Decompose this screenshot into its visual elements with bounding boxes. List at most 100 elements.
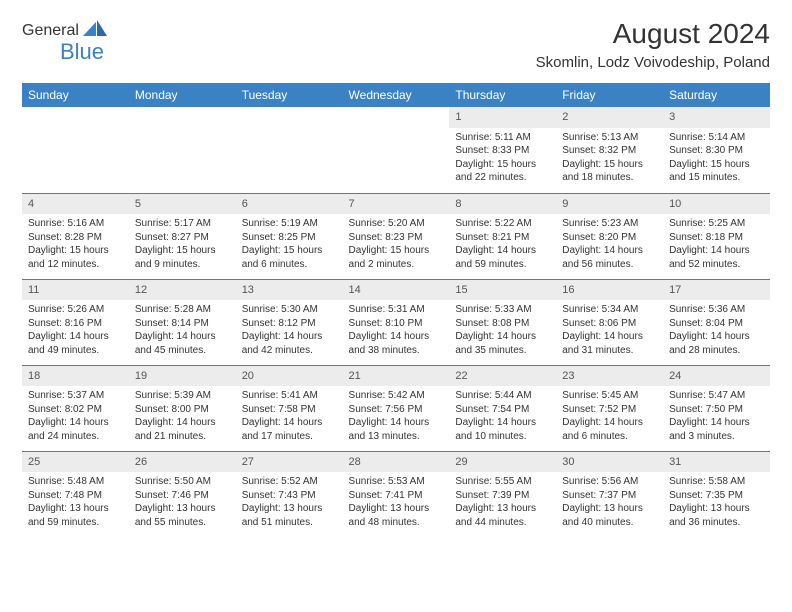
day-number: 5: [129, 194, 236, 215]
day-details: Sunrise: 5:58 AMSunset: 7:35 PMDaylight:…: [663, 472, 770, 535]
day-number: 31: [663, 452, 770, 473]
day-number: 7: [343, 194, 450, 215]
logo-text-general: General: [22, 22, 79, 40]
day-details: Sunrise: 5:45 AMSunset: 7:52 PMDaylight:…: [556, 386, 663, 449]
weekday-header: Tuesday: [236, 83, 343, 107]
calendar-day-cell: 30Sunrise: 5:56 AMSunset: 7:37 PMDayligh…: [556, 451, 663, 537]
calendar-day-cell: 11Sunrise: 5:26 AMSunset: 8:16 PMDayligh…: [22, 279, 129, 365]
calendar-day-cell: 21Sunrise: 5:42 AMSunset: 7:56 PMDayligh…: [343, 365, 450, 451]
day-details: Sunrise: 5:52 AMSunset: 7:43 PMDaylight:…: [236, 472, 343, 535]
calendar-day-cell: 18Sunrise: 5:37 AMSunset: 8:02 PMDayligh…: [22, 365, 129, 451]
day-details: Sunrise: 5:42 AMSunset: 7:56 PMDaylight:…: [343, 386, 450, 449]
calendar-day-cell: 15Sunrise: 5:33 AMSunset: 8:08 PMDayligh…: [449, 279, 556, 365]
day-number: 15: [449, 280, 556, 301]
calendar-day-cell: 23Sunrise: 5:45 AMSunset: 7:52 PMDayligh…: [556, 365, 663, 451]
calendar-day-cell: 25Sunrise: 5:48 AMSunset: 7:48 PMDayligh…: [22, 451, 129, 537]
calendar-day-cell: 6Sunrise: 5:19 AMSunset: 8:25 PMDaylight…: [236, 193, 343, 279]
calendar-day-cell: 4Sunrise: 5:16 AMSunset: 8:28 PMDaylight…: [22, 193, 129, 279]
day-number: 17: [663, 280, 770, 301]
day-details: Sunrise: 5:17 AMSunset: 8:27 PMDaylight:…: [129, 214, 236, 277]
day-details: Sunrise: 5:56 AMSunset: 7:37 PMDaylight:…: [556, 472, 663, 535]
day-number: 27: [236, 452, 343, 473]
day-number: 2: [556, 107, 663, 128]
day-details: Sunrise: 5:28 AMSunset: 8:14 PMDaylight:…: [129, 300, 236, 363]
title-block: August 2024 Skomlin, Lodz Voivodeship, P…: [536, 18, 770, 71]
calendar-day-cell: 5Sunrise: 5:17 AMSunset: 8:27 PMDaylight…: [129, 193, 236, 279]
calendar-day-cell: 1Sunrise: 5:11 AMSunset: 8:33 PMDaylight…: [449, 107, 556, 193]
day-details: Sunrise: 5:14 AMSunset: 8:30 PMDaylight:…: [663, 128, 770, 191]
day-details: Sunrise: 5:41 AMSunset: 7:58 PMDaylight:…: [236, 386, 343, 449]
day-details: Sunrise: 5:44 AMSunset: 7:54 PMDaylight:…: [449, 386, 556, 449]
day-details: Sunrise: 5:48 AMSunset: 7:48 PMDaylight:…: [22, 472, 129, 535]
day-details: Sunrise: 5:20 AMSunset: 8:23 PMDaylight:…: [343, 214, 450, 277]
calendar-day-cell: 29Sunrise: 5:55 AMSunset: 7:39 PMDayligh…: [449, 451, 556, 537]
day-details: Sunrise: 5:31 AMSunset: 8:10 PMDaylight:…: [343, 300, 450, 363]
day-number: 13: [236, 280, 343, 301]
day-number: 1: [449, 107, 556, 128]
calendar-week-row: ........1Sunrise: 5:11 AMSunset: 8:33 PM…: [22, 107, 770, 193]
day-number: 20: [236, 366, 343, 387]
calendar-week-row: 11Sunrise: 5:26 AMSunset: 8:16 PMDayligh…: [22, 279, 770, 365]
day-details: Sunrise: 5:26 AMSunset: 8:16 PMDaylight:…: [22, 300, 129, 363]
calendar-day-cell: 9Sunrise: 5:23 AMSunset: 8:20 PMDaylight…: [556, 193, 663, 279]
calendar-day-cell: 12Sunrise: 5:28 AMSunset: 8:14 PMDayligh…: [129, 279, 236, 365]
calendar-table: Sunday Monday Tuesday Wednesday Thursday…: [22, 83, 770, 537]
day-number: 10: [663, 194, 770, 215]
day-number: 29: [449, 452, 556, 473]
calendar-day-cell: ..: [129, 107, 236, 193]
day-number: 26: [129, 452, 236, 473]
calendar-day-cell: 16Sunrise: 5:34 AMSunset: 8:06 PMDayligh…: [556, 279, 663, 365]
day-number: 18: [22, 366, 129, 387]
calendar-day-cell: 3Sunrise: 5:14 AMSunset: 8:30 PMDaylight…: [663, 107, 770, 193]
day-number: 12: [129, 280, 236, 301]
calendar-day-cell: 14Sunrise: 5:31 AMSunset: 8:10 PMDayligh…: [343, 279, 450, 365]
calendar-day-cell: 24Sunrise: 5:47 AMSunset: 7:50 PMDayligh…: [663, 365, 770, 451]
calendar-day-cell: ..: [236, 107, 343, 193]
calendar-week-row: 4Sunrise: 5:16 AMSunset: 8:28 PMDaylight…: [22, 193, 770, 279]
day-number: 19: [129, 366, 236, 387]
weekday-header: Sunday: [22, 83, 129, 107]
day-details: Sunrise: 5:30 AMSunset: 8:12 PMDaylight:…: [236, 300, 343, 363]
day-details: Sunrise: 5:36 AMSunset: 8:04 PMDaylight:…: [663, 300, 770, 363]
weekday-header: Saturday: [663, 83, 770, 107]
day-details: Sunrise: 5:19 AMSunset: 8:25 PMDaylight:…: [236, 214, 343, 277]
day-details: Sunrise: 5:11 AMSunset: 8:33 PMDaylight:…: [449, 128, 556, 191]
day-details: Sunrise: 5:37 AMSunset: 8:02 PMDaylight:…: [22, 386, 129, 449]
day-details: Sunrise: 5:22 AMSunset: 8:21 PMDaylight:…: [449, 214, 556, 277]
calendar-week-row: 18Sunrise: 5:37 AMSunset: 8:02 PMDayligh…: [22, 365, 770, 451]
day-details: Sunrise: 5:47 AMSunset: 7:50 PMDaylight:…: [663, 386, 770, 449]
weekday-header: Wednesday: [343, 83, 450, 107]
calendar-day-cell: 20Sunrise: 5:41 AMSunset: 7:58 PMDayligh…: [236, 365, 343, 451]
day-details: Sunrise: 5:25 AMSunset: 8:18 PMDaylight:…: [663, 214, 770, 277]
calendar-day-cell: ..: [343, 107, 450, 193]
day-details: Sunrise: 5:53 AMSunset: 7:41 PMDaylight:…: [343, 472, 450, 535]
day-number: 23: [556, 366, 663, 387]
calendar-day-cell: 8Sunrise: 5:22 AMSunset: 8:21 PMDaylight…: [449, 193, 556, 279]
calendar-day-cell: 19Sunrise: 5:39 AMSunset: 8:00 PMDayligh…: [129, 365, 236, 451]
month-title: August 2024: [536, 18, 770, 50]
day-details: Sunrise: 5:34 AMSunset: 8:06 PMDaylight:…: [556, 300, 663, 363]
day-details: Sunrise: 5:16 AMSunset: 8:28 PMDaylight:…: [22, 214, 129, 277]
day-details: Sunrise: 5:13 AMSunset: 8:32 PMDaylight:…: [556, 128, 663, 191]
day-number: 9: [556, 194, 663, 215]
day-number: 21: [343, 366, 450, 387]
day-number: 11: [22, 280, 129, 301]
calendar-day-cell: 13Sunrise: 5:30 AMSunset: 8:12 PMDayligh…: [236, 279, 343, 365]
day-details: Sunrise: 5:50 AMSunset: 7:46 PMDaylight:…: [129, 472, 236, 535]
location-subtitle: Skomlin, Lodz Voivodeship, Poland: [536, 54, 770, 71]
calendar-week-row: 25Sunrise: 5:48 AMSunset: 7:48 PMDayligh…: [22, 451, 770, 537]
calendar-day-cell: 31Sunrise: 5:58 AMSunset: 7:35 PMDayligh…: [663, 451, 770, 537]
day-number: 4: [22, 194, 129, 215]
day-details: Sunrise: 5:39 AMSunset: 8:00 PMDaylight:…: [129, 386, 236, 449]
day-number: 8: [449, 194, 556, 215]
day-number: 6: [236, 194, 343, 215]
day-details: Sunrise: 5:23 AMSunset: 8:20 PMDaylight:…: [556, 214, 663, 277]
weekday-header: Friday: [556, 83, 663, 107]
day-number: 28: [343, 452, 450, 473]
day-number: 24: [663, 366, 770, 387]
calendar-day-cell: 22Sunrise: 5:44 AMSunset: 7:54 PMDayligh…: [449, 365, 556, 451]
calendar-day-cell: 28Sunrise: 5:53 AMSunset: 7:41 PMDayligh…: [343, 451, 450, 537]
day-number: 3: [663, 107, 770, 128]
day-number: 14: [343, 280, 450, 301]
calendar-day-cell: 10Sunrise: 5:25 AMSunset: 8:18 PMDayligh…: [663, 193, 770, 279]
